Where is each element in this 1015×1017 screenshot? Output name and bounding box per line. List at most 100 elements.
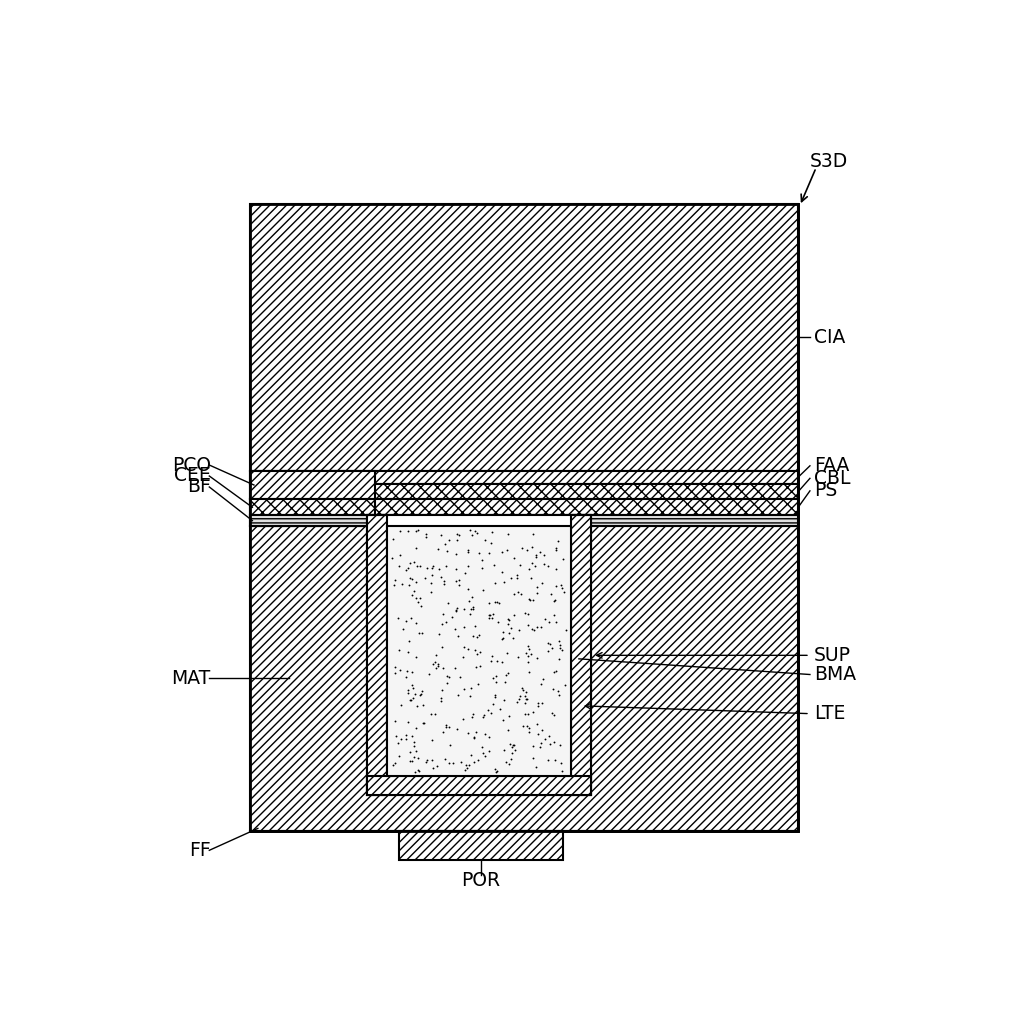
Point <box>505 631 522 647</box>
Point <box>543 586 559 602</box>
Point <box>403 693 419 709</box>
Point <box>529 650 545 666</box>
Point <box>406 554 422 571</box>
Point <box>544 705 560 721</box>
Point <box>505 737 522 754</box>
Point <box>503 745 520 762</box>
Point <box>520 617 536 634</box>
Point <box>433 616 450 633</box>
Point <box>393 697 409 713</box>
Point <box>444 609 460 625</box>
Bar <box>367 776 591 795</box>
Point <box>432 691 449 707</box>
Point <box>457 762 473 778</box>
Point <box>499 611 516 627</box>
Point <box>391 747 407 764</box>
Point <box>511 649 527 665</box>
Point <box>415 715 431 731</box>
Point <box>424 566 441 583</box>
Point <box>548 539 564 555</box>
Point <box>494 654 511 670</box>
Point <box>518 691 534 707</box>
Point <box>546 734 562 751</box>
Point <box>551 634 567 650</box>
Point <box>424 557 441 574</box>
Point <box>437 718 454 734</box>
Point <box>491 701 508 717</box>
Point <box>449 532 465 548</box>
Point <box>525 705 541 721</box>
Point <box>430 626 447 643</box>
Point <box>404 587 420 603</box>
Point <box>477 726 493 742</box>
Point <box>392 547 408 563</box>
Point <box>418 560 434 577</box>
Point <box>499 645 516 661</box>
Point <box>408 743 424 760</box>
Point <box>413 685 429 702</box>
Point <box>457 601 473 617</box>
Point <box>400 685 416 702</box>
Point <box>407 685 423 702</box>
Point <box>405 680 421 697</box>
Point <box>546 707 562 723</box>
Point <box>418 529 434 545</box>
Point <box>455 711 471 727</box>
Point <box>548 541 564 557</box>
Point <box>544 640 560 656</box>
Point <box>407 614 423 631</box>
Point <box>494 631 511 647</box>
Point <box>409 557 425 574</box>
Point <box>453 669 469 685</box>
Bar <box>250 484 798 499</box>
Point <box>525 526 541 542</box>
Point <box>517 605 533 621</box>
Point <box>441 719 457 735</box>
Point <box>451 573 467 589</box>
Point <box>485 696 501 712</box>
Point <box>524 539 540 555</box>
Point <box>534 722 550 738</box>
Point <box>429 658 446 674</box>
Point <box>527 621 543 638</box>
Point <box>553 755 569 771</box>
Text: CIA: CIA <box>814 327 845 347</box>
Point <box>554 763 570 779</box>
Point <box>548 560 564 577</box>
Point <box>459 761 475 777</box>
Point <box>414 624 430 641</box>
Point <box>521 641 537 657</box>
Point <box>464 589 480 605</box>
Point <box>528 549 544 565</box>
Point <box>497 674 514 691</box>
Point <box>433 569 450 585</box>
Point <box>462 522 478 538</box>
Point <box>483 653 499 669</box>
Point <box>488 594 504 610</box>
Point <box>441 532 457 548</box>
Point <box>486 687 502 704</box>
Point <box>483 524 499 540</box>
Point <box>494 630 511 646</box>
Point <box>449 603 465 619</box>
Point <box>528 760 544 776</box>
Point <box>527 557 543 574</box>
Point <box>524 621 540 638</box>
Point <box>555 584 571 600</box>
Point <box>391 558 407 575</box>
Point <box>524 555 540 572</box>
Point <box>518 683 534 700</box>
Point <box>529 619 545 636</box>
Point <box>549 683 565 700</box>
Point <box>398 561 414 578</box>
Point <box>489 763 505 779</box>
Point <box>497 667 514 683</box>
Point <box>406 733 422 750</box>
Point <box>413 597 429 613</box>
Point <box>552 736 568 753</box>
Point <box>402 554 418 571</box>
Point <box>467 642 483 658</box>
Point <box>506 586 523 602</box>
Point <box>501 708 518 724</box>
Point <box>402 743 418 760</box>
